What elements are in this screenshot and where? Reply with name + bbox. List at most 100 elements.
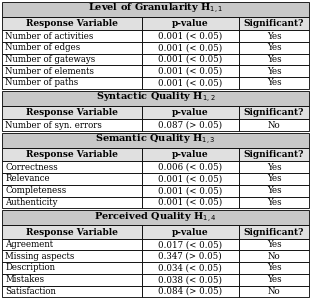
FancyBboxPatch shape [2, 262, 142, 274]
FancyBboxPatch shape [2, 119, 142, 131]
FancyBboxPatch shape [2, 274, 142, 286]
FancyBboxPatch shape [239, 148, 309, 161]
Text: Yes: Yes [267, 263, 281, 273]
FancyBboxPatch shape [2, 91, 309, 106]
Text: Number of activities: Number of activities [5, 31, 94, 41]
FancyBboxPatch shape [2, 42, 142, 54]
FancyBboxPatch shape [2, 65, 142, 77]
Text: Yes: Yes [267, 240, 281, 249]
Text: Level of Granularity H$_{1,1}$: Level of Granularity H$_{1,1}$ [88, 2, 223, 16]
Text: 0.001 (< 0.05): 0.001 (< 0.05) [158, 198, 222, 207]
FancyBboxPatch shape [142, 185, 239, 197]
Text: Satisfaction: Satisfaction [5, 287, 56, 296]
Text: Yes: Yes [267, 43, 281, 52]
Text: Significant?: Significant? [244, 150, 304, 159]
Text: Yes: Yes [267, 31, 281, 41]
FancyBboxPatch shape [142, 239, 239, 250]
FancyBboxPatch shape [239, 65, 309, 77]
Text: Yes: Yes [267, 198, 281, 207]
FancyBboxPatch shape [2, 77, 142, 89]
Text: Yes: Yes [267, 55, 281, 64]
Text: Correctness: Correctness [5, 163, 58, 172]
FancyBboxPatch shape [142, 106, 239, 119]
FancyBboxPatch shape [142, 173, 239, 185]
FancyBboxPatch shape [239, 42, 309, 54]
FancyBboxPatch shape [239, 54, 309, 65]
Text: Response Variable: Response Variable [26, 108, 118, 117]
FancyBboxPatch shape [2, 54, 142, 65]
Text: Response Variable: Response Variable [26, 228, 118, 237]
FancyBboxPatch shape [239, 197, 309, 208]
FancyBboxPatch shape [142, 17, 239, 30]
FancyBboxPatch shape [2, 106, 142, 119]
FancyBboxPatch shape [2, 161, 142, 173]
Text: No: No [268, 252, 280, 261]
Text: p-value: p-value [172, 228, 208, 237]
Text: Yes: Yes [267, 275, 281, 284]
Text: 0.087 (> 0.05): 0.087 (> 0.05) [158, 120, 222, 130]
FancyBboxPatch shape [142, 148, 239, 161]
Text: Number of gateways: Number of gateways [5, 55, 95, 64]
FancyBboxPatch shape [239, 77, 309, 89]
Text: Response Variable: Response Variable [26, 19, 118, 28]
Text: Yes: Yes [267, 67, 281, 76]
FancyBboxPatch shape [142, 119, 239, 131]
Text: Significant?: Significant? [244, 19, 304, 28]
Text: Number of edges: Number of edges [5, 43, 81, 52]
Text: p-value: p-value [172, 19, 208, 28]
Text: Number of elements: Number of elements [5, 67, 94, 76]
FancyBboxPatch shape [142, 225, 239, 239]
Text: Syntactic Quality H$_{1,2}$: Syntactic Quality H$_{1,2}$ [96, 91, 215, 105]
Text: 0.001 (< 0.05): 0.001 (< 0.05) [158, 43, 222, 52]
Text: Authenticity: Authenticity [5, 198, 58, 207]
FancyBboxPatch shape [2, 148, 142, 161]
Text: Yes: Yes [267, 78, 281, 87]
Text: No: No [268, 120, 280, 130]
FancyBboxPatch shape [2, 30, 142, 42]
FancyBboxPatch shape [239, 119, 309, 131]
Text: 0.038 (< 0.05): 0.038 (< 0.05) [158, 275, 222, 284]
Text: Number of syn. errors: Number of syn. errors [5, 120, 102, 130]
Text: Relevance: Relevance [5, 174, 50, 184]
Text: Response Variable: Response Variable [26, 150, 118, 159]
Text: 0.034 (< 0.05): 0.034 (< 0.05) [158, 263, 222, 273]
Text: 0.001 (< 0.05): 0.001 (< 0.05) [158, 67, 222, 76]
Text: Yes: Yes [267, 174, 281, 184]
Text: 0.006 (< 0.05): 0.006 (< 0.05) [158, 163, 222, 172]
FancyBboxPatch shape [142, 77, 239, 89]
Text: p-value: p-value [172, 108, 208, 117]
FancyBboxPatch shape [2, 210, 309, 225]
FancyBboxPatch shape [2, 286, 142, 297]
Text: 0.001 (< 0.05): 0.001 (< 0.05) [158, 55, 222, 64]
Text: No: No [268, 287, 280, 296]
FancyBboxPatch shape [2, 197, 142, 208]
Text: Semantic Quality H$_{1,3}$: Semantic Quality H$_{1,3}$ [95, 133, 216, 148]
FancyBboxPatch shape [2, 133, 309, 148]
FancyBboxPatch shape [142, 65, 239, 77]
FancyBboxPatch shape [2, 225, 142, 239]
FancyBboxPatch shape [239, 225, 309, 239]
FancyBboxPatch shape [142, 286, 239, 297]
Text: Significant?: Significant? [244, 228, 304, 237]
FancyBboxPatch shape [2, 2, 309, 17]
FancyBboxPatch shape [142, 54, 239, 65]
Text: Number of paths: Number of paths [5, 78, 79, 87]
Text: 0.001 (< 0.05): 0.001 (< 0.05) [158, 186, 222, 195]
FancyBboxPatch shape [239, 262, 309, 274]
FancyBboxPatch shape [239, 250, 309, 262]
FancyBboxPatch shape [2, 250, 142, 262]
Text: Significant?: Significant? [244, 108, 304, 117]
FancyBboxPatch shape [239, 286, 309, 297]
FancyBboxPatch shape [142, 250, 239, 262]
Text: 0.001 (< 0.05): 0.001 (< 0.05) [158, 174, 222, 184]
Text: 0.017 (< 0.05): 0.017 (< 0.05) [158, 240, 222, 249]
FancyBboxPatch shape [2, 173, 142, 185]
FancyBboxPatch shape [239, 30, 309, 42]
FancyBboxPatch shape [239, 17, 309, 30]
Text: 0.001 (< 0.05): 0.001 (< 0.05) [158, 31, 222, 41]
Text: Missing aspects: Missing aspects [5, 252, 75, 261]
Text: Description: Description [5, 263, 55, 273]
Text: Agreement: Agreement [5, 240, 53, 249]
Text: p-value: p-value [172, 150, 208, 159]
FancyBboxPatch shape [142, 161, 239, 173]
